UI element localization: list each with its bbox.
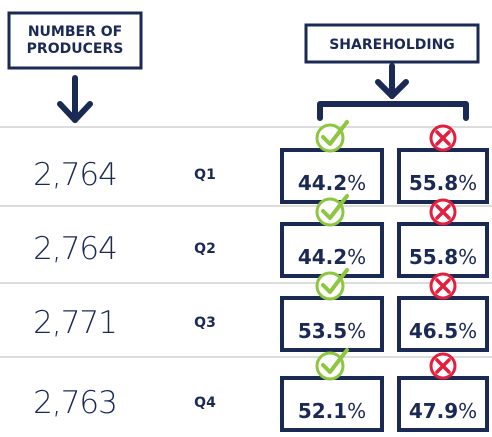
percentage: 46.5%: [409, 319, 477, 343]
producer-count: 2,763: [33, 385, 117, 421]
check-mark: [321, 194, 349, 220]
shareholding-header: SHAREHOLDING: [329, 37, 455, 53]
check-icon: [315, 351, 345, 381]
percentage: 47.9%: [409, 399, 477, 423]
quarter: Q2: [194, 241, 216, 257]
check-mark: [321, 120, 349, 146]
no-box: [397, 376, 489, 432]
bracket-arrow: [317, 63, 469, 121]
cross-mark: [435, 204, 451, 220]
percentage: 55.8%: [409, 171, 477, 195]
check-icon: [315, 197, 345, 227]
percentage: 53.5%: [298, 319, 366, 343]
check-mark: [321, 268, 349, 294]
producers-header: NUMBER OF PRODUCERS: [27, 24, 124, 57]
quarter: Q1: [194, 167, 216, 183]
shareholding-header-box: [304, 23, 480, 64]
quarter: Q3: [194, 315, 216, 331]
check-icon: [315, 271, 345, 301]
yes-box: [280, 148, 384, 204]
quarter: Q4: [194, 395, 216, 411]
producer-count: 2,764: [33, 157, 117, 193]
producers-header-box: [7, 11, 143, 70]
percentage: 44.2%: [298, 171, 366, 195]
cross-mark: [435, 278, 451, 294]
producer-count: 2,771: [33, 305, 117, 341]
percentage: 55.8%: [409, 245, 477, 269]
yes-box: [280, 296, 384, 352]
arrow-down: [57, 75, 93, 123]
percentage: 52.1%: [298, 399, 366, 423]
percentage: 44.2%: [298, 245, 366, 269]
cross-mark: [435, 130, 451, 146]
yes-box: [280, 376, 384, 432]
producer-count: 2,764: [33, 231, 117, 267]
check-mark: [321, 348, 349, 374]
check-icon: [315, 123, 345, 153]
cross-mark: [435, 358, 451, 374]
